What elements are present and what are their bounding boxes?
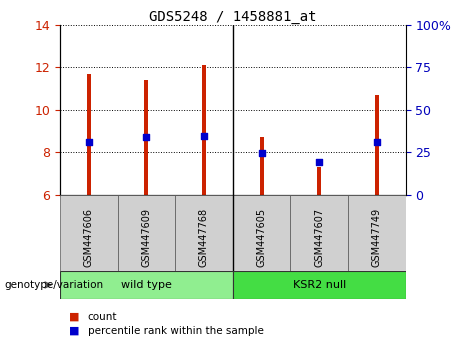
- Text: percentile rank within the sample: percentile rank within the sample: [88, 326, 264, 336]
- Text: KSR2 null: KSR2 null: [293, 280, 346, 290]
- Bar: [260, 137, 264, 195]
- Text: GSM447749: GSM447749: [372, 208, 382, 267]
- Point: [315, 159, 323, 165]
- Bar: [60, 195, 118, 271]
- Bar: [202, 65, 206, 195]
- Point: [373, 139, 381, 144]
- Text: GSM447768: GSM447768: [199, 208, 209, 267]
- Bar: [317, 167, 321, 195]
- Title: GDS5248 / 1458881_at: GDS5248 / 1458881_at: [149, 10, 317, 24]
- Point: [85, 139, 92, 144]
- Text: GSM447607: GSM447607: [314, 208, 324, 267]
- Point: [200, 133, 207, 139]
- Point: [258, 150, 266, 156]
- Bar: [290, 195, 348, 271]
- Text: GSM447609: GSM447609: [142, 208, 151, 267]
- Text: genotype/variation: genotype/variation: [5, 280, 104, 290]
- Bar: [375, 95, 379, 195]
- Bar: [233, 271, 406, 299]
- Text: GSM447606: GSM447606: [84, 208, 94, 267]
- Bar: [118, 195, 175, 271]
- Text: count: count: [88, 312, 117, 322]
- Bar: [87, 74, 91, 195]
- Bar: [233, 195, 290, 271]
- Bar: [175, 195, 233, 271]
- Text: GSM447605: GSM447605: [257, 208, 266, 267]
- Text: wild type: wild type: [121, 280, 172, 290]
- Bar: [348, 195, 406, 271]
- Bar: [60, 271, 233, 299]
- Bar: [144, 80, 148, 195]
- Text: ■: ■: [69, 326, 80, 336]
- Text: ■: ■: [69, 312, 80, 322]
- Point: [142, 135, 150, 140]
